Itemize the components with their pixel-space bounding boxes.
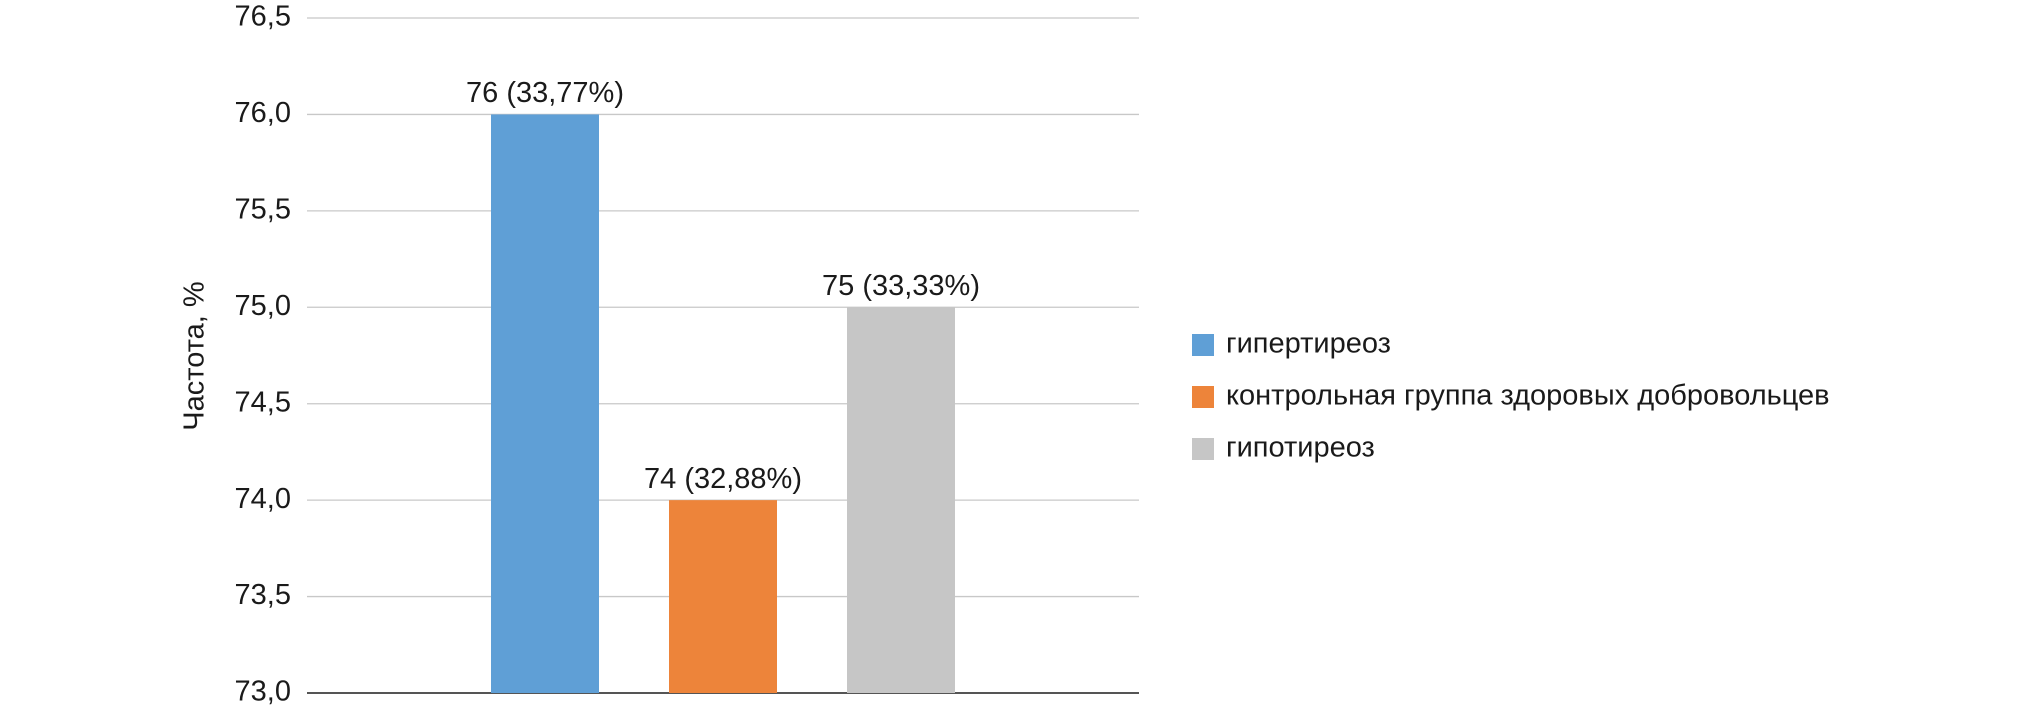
y-tick-label: 75,5 — [235, 194, 291, 226]
y-tick-label: 74,0 — [235, 483, 291, 515]
y-tick-label: 74,5 — [235, 386, 291, 418]
y-axis-title: Частота, % — [179, 281, 211, 430]
y-tick-label: 75,0 — [235, 290, 291, 322]
legend-swatch — [1192, 386, 1214, 408]
value-label: 74 (32,88%) — [644, 463, 802, 495]
value-label: 75 (33,33%) — [822, 270, 980, 302]
bar — [847, 307, 955, 693]
legend-label: гипотиреоз — [1226, 432, 1375, 464]
y-tick-label: 76,5 — [235, 1, 291, 33]
legend-swatch — [1192, 334, 1214, 356]
y-tick-label: 73,0 — [235, 676, 291, 708]
value-label: 76 (33,77%) — [466, 77, 624, 109]
legend-label: контрольная группа здоровых добровольцев — [1226, 380, 1830, 412]
legend-swatch — [1192, 438, 1214, 460]
bar — [491, 114, 599, 693]
y-tick-label: 73,5 — [235, 579, 291, 611]
bar — [669, 500, 777, 693]
legend-label: гипертиреоз — [1226, 328, 1391, 360]
y-tick-label: 76,0 — [235, 97, 291, 129]
